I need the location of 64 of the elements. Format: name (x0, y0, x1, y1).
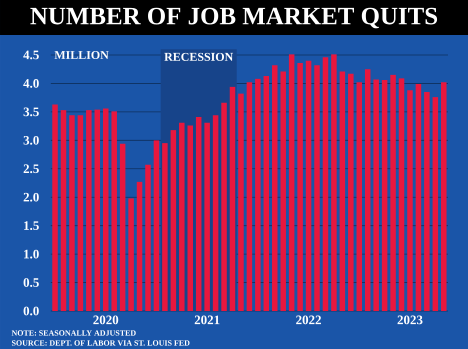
y-tick-label: 2.0 (24, 192, 39, 202)
bar (230, 86, 236, 311)
bar (356, 82, 362, 311)
x-tick-label: 2022 (296, 316, 321, 324)
bar (340, 72, 346, 311)
y-tick-label: 4.5 (23, 50, 39, 60)
bar (128, 198, 134, 311)
bar (111, 111, 117, 311)
y-tick-label: 0.0 (24, 306, 39, 316)
y-tick-label: 1.0 (24, 250, 39, 259)
bar (94, 110, 100, 311)
bar (196, 117, 202, 311)
y-axis-title: MILLION (54, 50, 109, 60)
bar (136, 182, 142, 311)
bar (246, 82, 252, 311)
y-tick-label: 1.5 (24, 221, 39, 230)
bar (69, 115, 75, 311)
band-label: RECESSION (164, 52, 234, 61)
bar (78, 115, 84, 311)
bar (416, 84, 422, 311)
bar (154, 140, 160, 311)
bar (306, 60, 312, 311)
chart-title: NUMBER OF JOB MARKET QUITS (30, 8, 438, 28)
bar (390, 74, 396, 311)
y-tick-label: 2.5 (24, 164, 39, 174)
y-tick-label: 3.5 (24, 108, 39, 116)
bar (424, 92, 430, 311)
bar (331, 54, 337, 311)
bar (348, 74, 354, 311)
x-tick-label: 2020 (93, 316, 118, 324)
bar (407, 90, 413, 311)
y-tick-label: 0.5 (24, 278, 39, 287)
bar (162, 143, 168, 311)
bar (364, 69, 370, 311)
bar (432, 97, 438, 311)
bar (382, 80, 388, 311)
bar (221, 102, 227, 311)
bar (52, 104, 58, 311)
x-tick-label: 2021 (194, 316, 220, 324)
bar (60, 110, 66, 311)
bar (86, 110, 92, 311)
bar (102, 108, 108, 311)
bar (322, 57, 328, 311)
bar (212, 115, 218, 311)
bar (255, 78, 261, 311)
bar (179, 122, 185, 311)
x-tick-label: 2023 (398, 316, 422, 324)
bar (373, 79, 379, 311)
bar (264, 76, 270, 311)
y-tick-label: 3.0 (24, 136, 39, 145)
bar (398, 78, 404, 311)
bar (441, 82, 447, 311)
bar (120, 144, 126, 311)
bar (280, 72, 286, 311)
bar (314, 65, 320, 311)
bar (188, 126, 193, 311)
bar (288, 54, 294, 311)
bar (238, 94, 244, 311)
bar (170, 130, 176, 311)
bar (145, 164, 151, 311)
bar (204, 122, 210, 311)
bar (272, 65, 278, 311)
bar (297, 62, 303, 311)
y-tick-label: 4.0 (23, 79, 39, 88)
